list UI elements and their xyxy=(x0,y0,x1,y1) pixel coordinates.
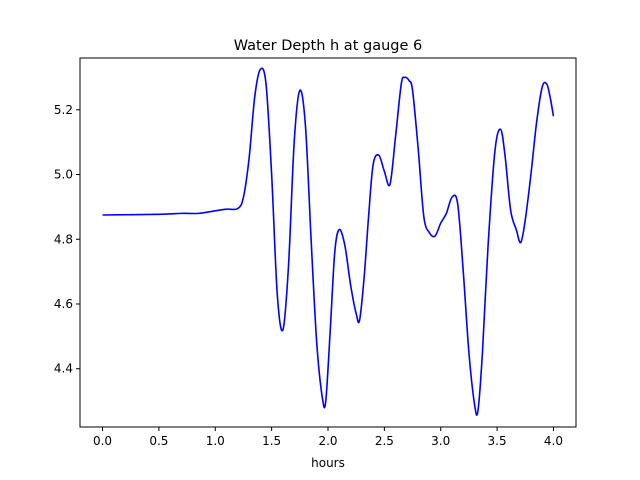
x-tick-label: 1.0 xyxy=(206,434,225,448)
x-tick-label: 0.0 xyxy=(93,434,112,448)
chart-title: Water Depth h at gauge 6 xyxy=(234,38,422,54)
x-axis-label: hours xyxy=(311,456,345,470)
y-tick-label: 5.2 xyxy=(54,103,73,117)
x-tick-label: 3.5 xyxy=(488,434,507,448)
x-tick-label: 3.0 xyxy=(431,434,450,448)
plot-frame xyxy=(79,57,577,428)
y-axis: 4.4 4.6 4.8 5.0 5.2 xyxy=(54,103,80,376)
series-line-0 xyxy=(102,67,555,416)
y-tick-label: 5.0 xyxy=(54,168,73,182)
y-tick-label: 4.4 xyxy=(54,362,73,376)
x-tick-label: 2.5 xyxy=(375,434,394,448)
y-tick-label: 4.8 xyxy=(54,232,73,246)
x-axis: 0.0 0.5 1.0 1.5 2.0 2.5 3.0 3.5 4.0 xyxy=(93,427,563,448)
x-tick-label: 4.0 xyxy=(544,434,563,448)
x-tick-label: 2.0 xyxy=(318,434,337,448)
x-tick-label: 1.5 xyxy=(262,434,281,448)
x-tick-label: 0.5 xyxy=(149,434,168,448)
plot-area xyxy=(102,67,555,416)
y-tick-label: 4.6 xyxy=(54,297,73,311)
